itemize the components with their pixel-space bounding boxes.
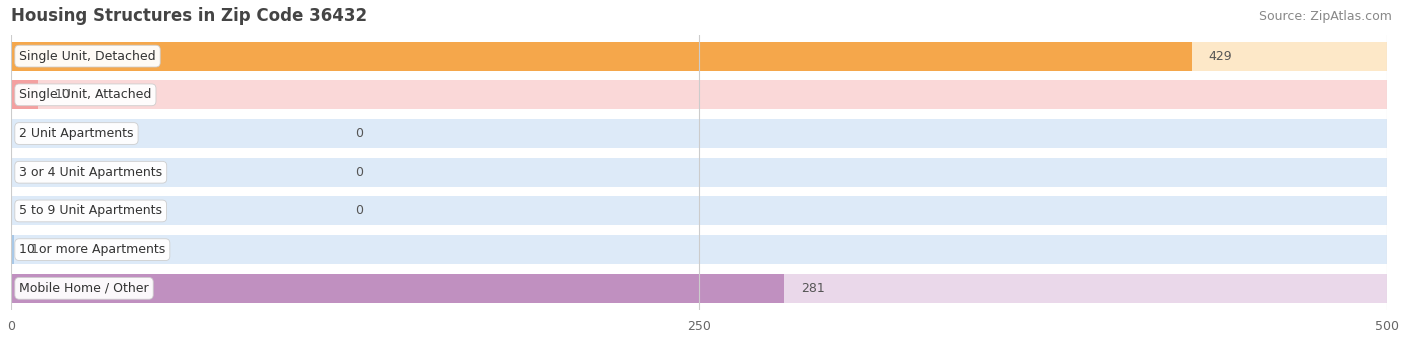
- Text: 10 or more Apartments: 10 or more Apartments: [20, 243, 166, 256]
- Bar: [11, 41, 1192, 71]
- Text: 3 or 4 Unit Apartments: 3 or 4 Unit Apartments: [20, 166, 162, 179]
- Text: Source: ZipAtlas.com: Source: ZipAtlas.com: [1258, 10, 1392, 23]
- Bar: [11, 274, 785, 303]
- Text: 5 to 9 Unit Apartments: 5 to 9 Unit Apartments: [20, 204, 162, 218]
- Bar: [11, 41, 1388, 71]
- Bar: [11, 80, 1388, 109]
- Bar: [11, 80, 38, 109]
- Bar: [11, 235, 1388, 264]
- Bar: [11, 158, 1388, 187]
- Bar: [11, 235, 14, 264]
- Text: Housing Structures in Zip Code 36432: Housing Structures in Zip Code 36432: [11, 7, 367, 25]
- Text: Mobile Home / Other: Mobile Home / Other: [20, 282, 149, 295]
- Text: 429: 429: [1208, 50, 1232, 63]
- Text: 0: 0: [354, 204, 363, 218]
- Bar: [11, 274, 1388, 303]
- Text: Single Unit, Attached: Single Unit, Attached: [20, 88, 152, 101]
- Text: 0: 0: [354, 127, 363, 140]
- Text: 10: 10: [55, 88, 70, 101]
- Text: Single Unit, Detached: Single Unit, Detached: [20, 50, 156, 63]
- Text: 0: 0: [354, 166, 363, 179]
- Text: 281: 281: [801, 282, 824, 295]
- Bar: [11, 197, 1388, 225]
- Text: 2 Unit Apartments: 2 Unit Apartments: [20, 127, 134, 140]
- Text: 1: 1: [30, 243, 38, 256]
- Bar: [11, 119, 1388, 148]
